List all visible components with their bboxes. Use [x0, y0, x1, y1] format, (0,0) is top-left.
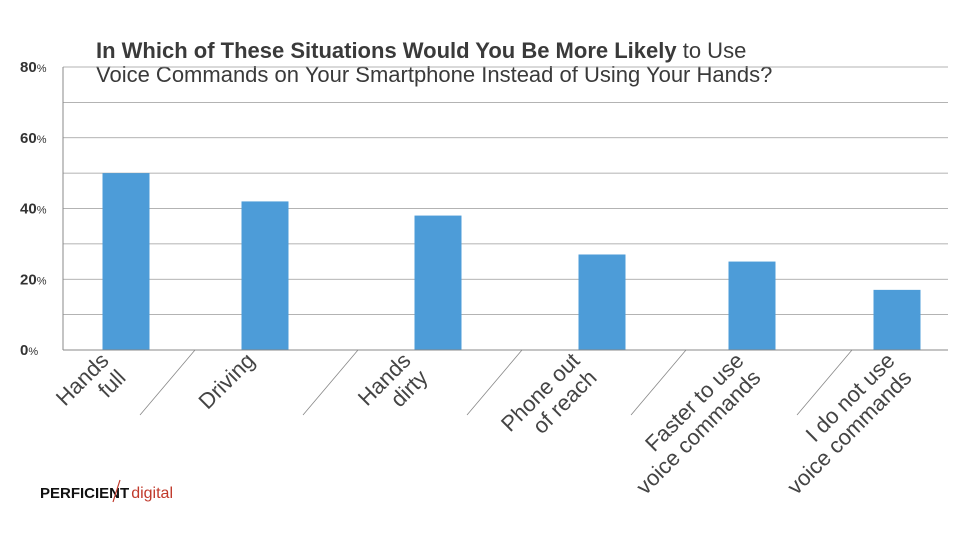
bar [102, 173, 150, 350]
x-tick-label: I do not usevoice commands [765, 348, 916, 499]
category-separator [302, 349, 359, 416]
bar [414, 215, 462, 350]
chart-title-bold: In Which of These Situations Would You B… [96, 38, 677, 63]
bar [241, 201, 289, 350]
chart-title-line1: In Which of These Situations Would You B… [96, 38, 746, 63]
logo-part2: digital [131, 485, 173, 502]
bar [578, 254, 626, 350]
chart-title-line2: Voice Commands on Your Smartphone Instea… [96, 62, 772, 87]
category-separators [139, 349, 853, 416]
y-tick-label: 0% [20, 342, 38, 359]
x-tick-label: Faster to usevoice commands [614, 348, 765, 499]
y-tick-labels: 0% 20% 40% 60% 80% [20, 59, 47, 359]
x-tick-label: Phone outof reach [496, 348, 602, 454]
category-separator [796, 349, 853, 416]
y-tick-label: 80% [20, 59, 47, 76]
y-tick-label: 40% [20, 201, 47, 218]
category-separator [630, 349, 687, 416]
logo-slash [112, 479, 121, 503]
perficient-digital-logo: PERFICIENT digital [40, 485, 173, 502]
category-separator [139, 349, 196, 416]
y-tick-label: 60% [20, 130, 47, 147]
bar [728, 261, 776, 350]
chart-title-rest: to Use [677, 38, 747, 63]
x-tick-label: Handsfull [51, 348, 131, 428]
logo-part1: PERFICIENT [40, 485, 129, 502]
y-tick-label: 20% [20, 271, 47, 288]
x-tick-label: Driving [193, 348, 259, 414]
x-tick-label: Handsdirty [353, 348, 433, 428]
x-tick-labels: Handsfull Driving Handsdirty Phone outof re… [51, 348, 917, 499]
bar [873, 289, 921, 350]
category-separator [466, 349, 523, 416]
bars [102, 173, 921, 350]
gridlines [63, 66, 948, 316]
